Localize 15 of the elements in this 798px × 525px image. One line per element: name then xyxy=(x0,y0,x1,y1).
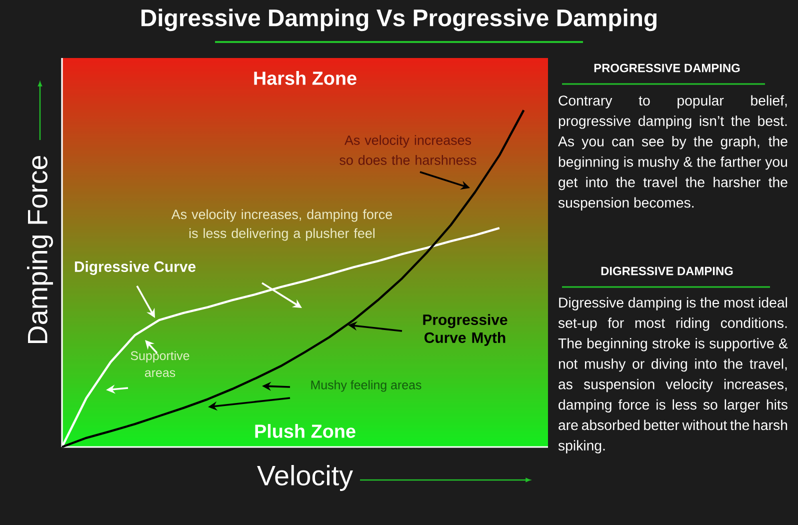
annotation: Supportive areas xyxy=(130,350,190,378)
text: Digressive damping is the most ideal set-up for most riding conditions. The beginning stroke is supportive & not mushy or diving into the travel, as suspension velocity increases, damping force is less so larger hits are absorbed better without the harsh spiking. xyxy=(558,297,788,454)
annotation: As velocity increases so does the harshness xyxy=(340,135,476,165)
annotation: Mushy feeling areas xyxy=(311,380,422,392)
text: Contrary to popular belief, progressive damping isn’t the best. As you can see by the graph, the beginning is mushy & the farther you get into the travel the harsher the suspension becomes. xyxy=(558,95,788,210)
text: Digressive Curve xyxy=(74,261,196,275)
chart-title: Digressive Damping Vs Progressive Damping xyxy=(141,8,656,32)
annotation: As velocity increases, damping force is less delivering a plusher feel xyxy=(171,209,392,241)
text: DIGRESSIVE DAMPING xyxy=(601,266,733,276)
annotation: Plush Zone xyxy=(255,424,356,438)
x-axis-title: Velocity xyxy=(257,465,354,491)
text: Harsh Zone xyxy=(254,71,356,85)
legend-label: Progressive Curve Myth xyxy=(423,314,508,346)
y-axis-title: Damping Force xyxy=(27,156,53,344)
text: PROGRESSIVE DAMPING xyxy=(594,64,740,72)
